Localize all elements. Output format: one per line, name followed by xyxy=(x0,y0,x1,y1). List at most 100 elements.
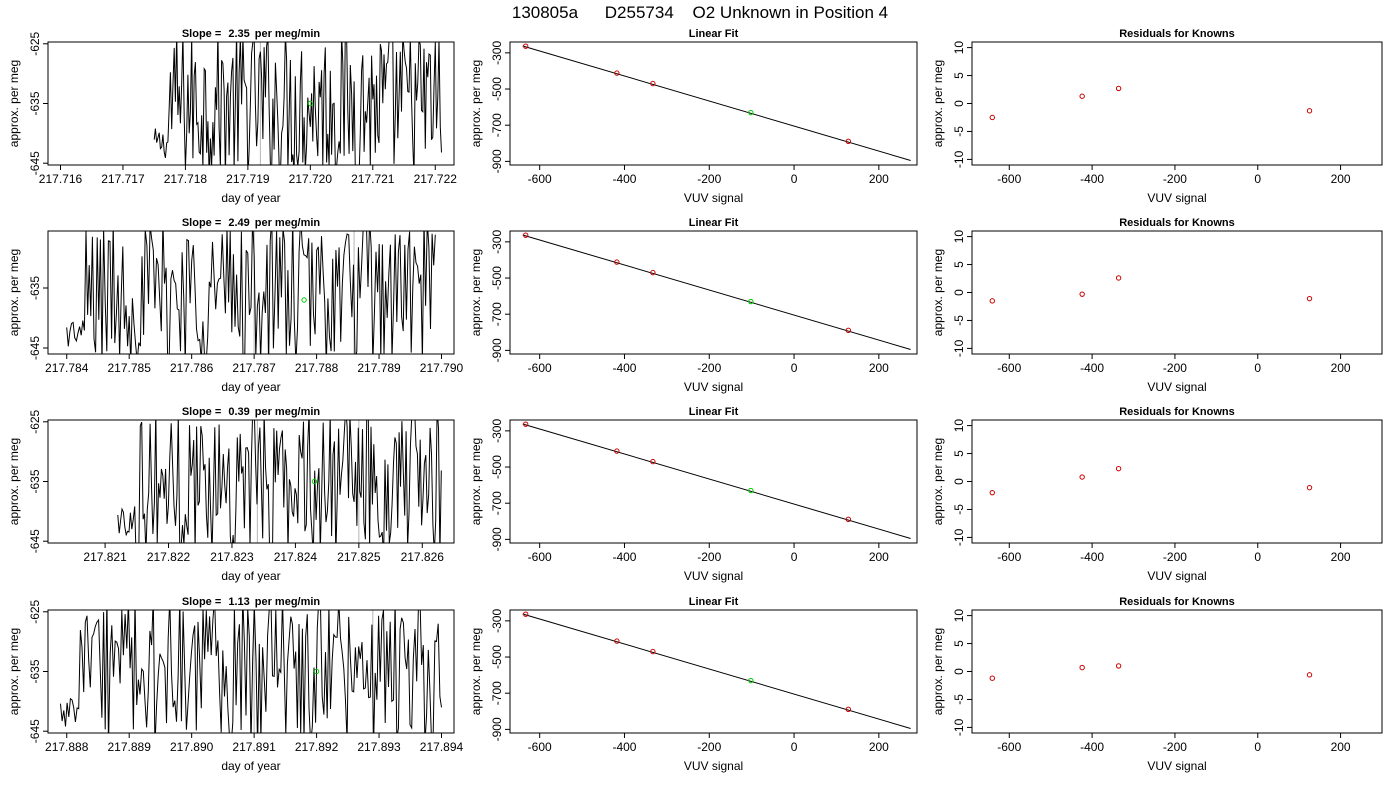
y-tick-label: -700 xyxy=(490,113,504,137)
slope-title: Slope = 2.35 per meg/min xyxy=(182,28,321,40)
x-tick-label: -400 xyxy=(612,361,636,375)
slope-prefix: Slope = xyxy=(182,596,225,608)
resid-panel-row-4: Residuals for Knowns -600 -400 -200 0 200 10 5 0… xyxy=(931,596,1383,773)
x-tick-label: -200 xyxy=(697,740,721,754)
data-layer xyxy=(522,43,911,161)
slope-unit: per meg/min xyxy=(255,596,321,608)
data-layer xyxy=(522,611,911,729)
known-point xyxy=(614,448,620,454)
data-layer xyxy=(117,420,442,543)
x-tick-label: -400 xyxy=(612,550,636,564)
unknown-point xyxy=(748,298,754,305)
x-tick-label: 217.787 xyxy=(232,361,276,375)
x-tick-label: 217.893 xyxy=(357,740,401,754)
y-tick-label: -635 xyxy=(28,91,42,115)
residual-point xyxy=(1306,672,1313,678)
y-axis-label: approx. per meg xyxy=(931,438,945,525)
y-tick-label: -5 xyxy=(952,315,966,326)
known-point xyxy=(614,70,620,76)
plot-frame xyxy=(509,41,918,166)
y-tick-label: -635 xyxy=(28,659,42,683)
x-tick-label: -400 xyxy=(1080,740,1104,754)
x-tick-label: 217.823 xyxy=(210,550,254,564)
fit-line xyxy=(522,234,911,350)
x-tick-label: 217.786 xyxy=(170,361,214,375)
y-tick-label: -645 xyxy=(28,336,42,360)
known-point xyxy=(614,259,620,265)
y-tick-label: -645 xyxy=(28,529,42,553)
x-tick-label: 217.891 xyxy=(232,740,276,754)
x-tick-label: 217.826 xyxy=(401,550,445,564)
y-axis-label: approx. per meg xyxy=(931,60,945,147)
x-tick-label: 0 xyxy=(1254,550,1261,564)
y-tick-label: 0 xyxy=(952,478,966,485)
panel-title: Linear Fit xyxy=(689,596,739,608)
figure-title-run: 130805a xyxy=(512,3,579,22)
y-tick-label: 0 xyxy=(952,100,966,107)
fit-panel-row-2: Linear Fit -600 -400 -200 0 200 -300 -500 -700 -9… xyxy=(469,217,918,394)
y-tick-label: -5 xyxy=(952,694,966,705)
y-axis-label: approx. per meg xyxy=(7,60,21,147)
x-tick-label: -200 xyxy=(697,172,721,186)
unknown-marker xyxy=(311,478,318,485)
x-tick-label: 217.720 xyxy=(289,172,333,186)
x-tick-label: 0 xyxy=(791,740,798,754)
data-layer xyxy=(153,42,442,165)
slope-title: Slope = 1.13 per meg/min xyxy=(182,596,321,608)
signal-trace xyxy=(66,231,436,354)
plot-frame xyxy=(971,230,1383,355)
figure-title: 130805a D255734 O2 Unknown in Position 4 xyxy=(512,3,888,22)
x-axis-label: VUV signal xyxy=(684,569,743,583)
residual-point xyxy=(989,114,995,121)
y-tick-label: -700 xyxy=(490,491,504,515)
panel-grid: Slope = 2.35 per meg/min 217.716 217.717 217… xyxy=(7,28,1383,773)
y-tick-label: -10 xyxy=(952,528,966,546)
x-tick-label: -600 xyxy=(528,361,552,375)
residual-point xyxy=(989,489,995,496)
x-tick-label: 217.721 xyxy=(351,172,395,186)
figure-title-desc: O2 Unknown in Position 4 xyxy=(693,3,889,22)
y-tick-label: -700 xyxy=(490,681,504,705)
data-layer xyxy=(989,85,1313,121)
y-tick-label: -900 xyxy=(490,527,504,551)
x-axis-label: day of year xyxy=(221,191,280,205)
y-tick-label: -900 xyxy=(490,149,504,173)
residual-point xyxy=(1079,664,1085,671)
x-axis-label: day of year xyxy=(221,569,280,583)
y-tick-label: -300 xyxy=(490,609,504,633)
residual-point xyxy=(1079,291,1085,297)
y-axis-label: approx. per meg xyxy=(7,438,21,525)
y-axis-label: approx. per meg xyxy=(7,628,21,715)
x-axis-label: day of year xyxy=(221,759,280,773)
x-tick-label: 217.888 xyxy=(45,740,89,754)
signal-trace xyxy=(117,420,442,543)
y-tick-label: -645 xyxy=(28,151,42,175)
plot-frame xyxy=(509,419,918,544)
x-tick-label: 200 xyxy=(869,740,889,754)
x-tick-label: 0 xyxy=(1254,172,1261,186)
y-tick-label: -10 xyxy=(952,150,966,168)
plot-frame xyxy=(47,230,455,355)
figure-title-sample: D255734 xyxy=(605,3,674,22)
x-tick-label: 200 xyxy=(1331,550,1351,564)
x-tick-label: 200 xyxy=(1331,172,1351,186)
x-tick-label: 217.825 xyxy=(337,550,381,564)
x-tick-label: 217.894 xyxy=(420,740,464,754)
slope-value: 0.39 xyxy=(228,406,249,418)
x-tick-label: -200 xyxy=(1163,740,1187,754)
residual-point xyxy=(1306,108,1313,114)
resid-panel-row-2: Residuals for Knowns -600 -400 -200 0 200 10 5 0… xyxy=(931,217,1383,394)
x-tick-label: 217.722 xyxy=(414,172,458,186)
y-tick-label: -900 xyxy=(490,717,504,741)
residual-point xyxy=(989,675,995,681)
slope-title: Slope = 2.49 per meg/min xyxy=(182,217,321,229)
fit-panel-row-4: Linear Fit -600 -400 -200 0 200 -300 -500 -700 -9… xyxy=(469,596,918,773)
y-tick-label: -500 xyxy=(490,645,504,669)
x-tick-label: -200 xyxy=(1163,361,1187,375)
residual-point xyxy=(1079,474,1085,480)
x-tick-label: 200 xyxy=(1331,740,1351,754)
trace-panel-row-3: Slope = 0.39 per meg/min 217.821 217.822 217… xyxy=(7,406,455,583)
residual-point xyxy=(1079,93,1085,99)
plot-frame xyxy=(509,609,918,734)
